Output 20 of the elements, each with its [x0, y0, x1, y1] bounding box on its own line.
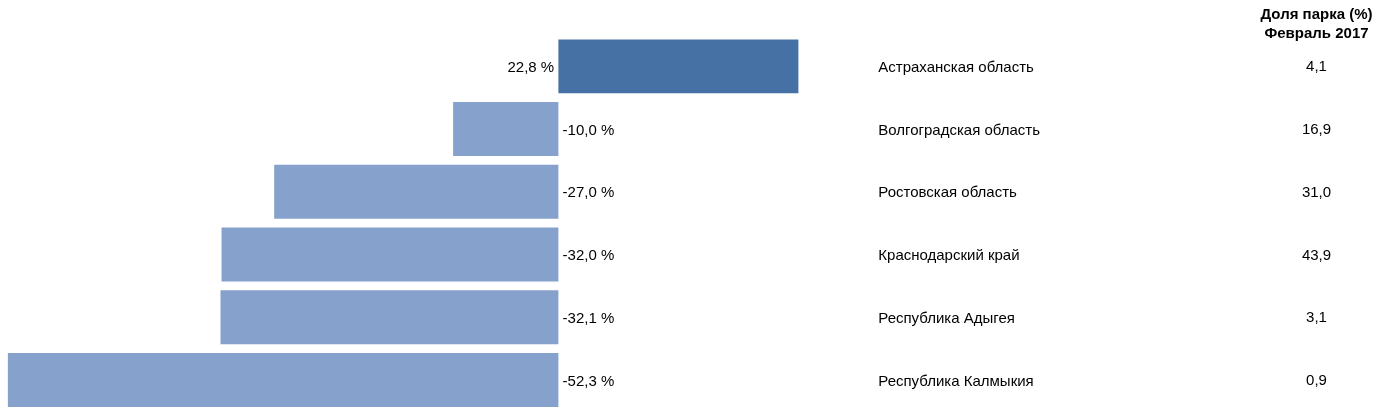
annotation: 31,0: [1301, 182, 1332, 200]
data-label: -27,0 %: [562, 183, 615, 201]
y-tick-label: Республика Адыгея: [878, 308, 1015, 326]
annotation: Февраль 2017: [1264, 23, 1369, 41]
data-label: -32,1 %: [562, 308, 615, 326]
annotation: 43,9: [1301, 245, 1332, 263]
y-tick-label: Краснодарский край: [878, 246, 1020, 264]
data-label: -52,3 %: [562, 371, 615, 389]
annotation: Доля парка (%): [1260, 4, 1373, 22]
y-tick-label: Астраханская область: [878, 57, 1035, 75]
y-tick-label: Волгоградская область: [878, 120, 1041, 138]
y-tick-label: Республика Калмыкия: [878, 371, 1034, 389]
y-tick-label: Ростовская область: [878, 183, 1018, 201]
annotation: 0,9: [1306, 371, 1327, 388]
data-label: 22,8 %: [507, 57, 555, 75]
data-label: -10,0 %: [562, 120, 615, 138]
annotation: 3,1: [1306, 308, 1327, 326]
annotation: 16,9: [1301, 120, 1332, 138]
data-label: -32,0 %: [562, 246, 615, 264]
annotation: 4,1: [1306, 57, 1327, 75]
